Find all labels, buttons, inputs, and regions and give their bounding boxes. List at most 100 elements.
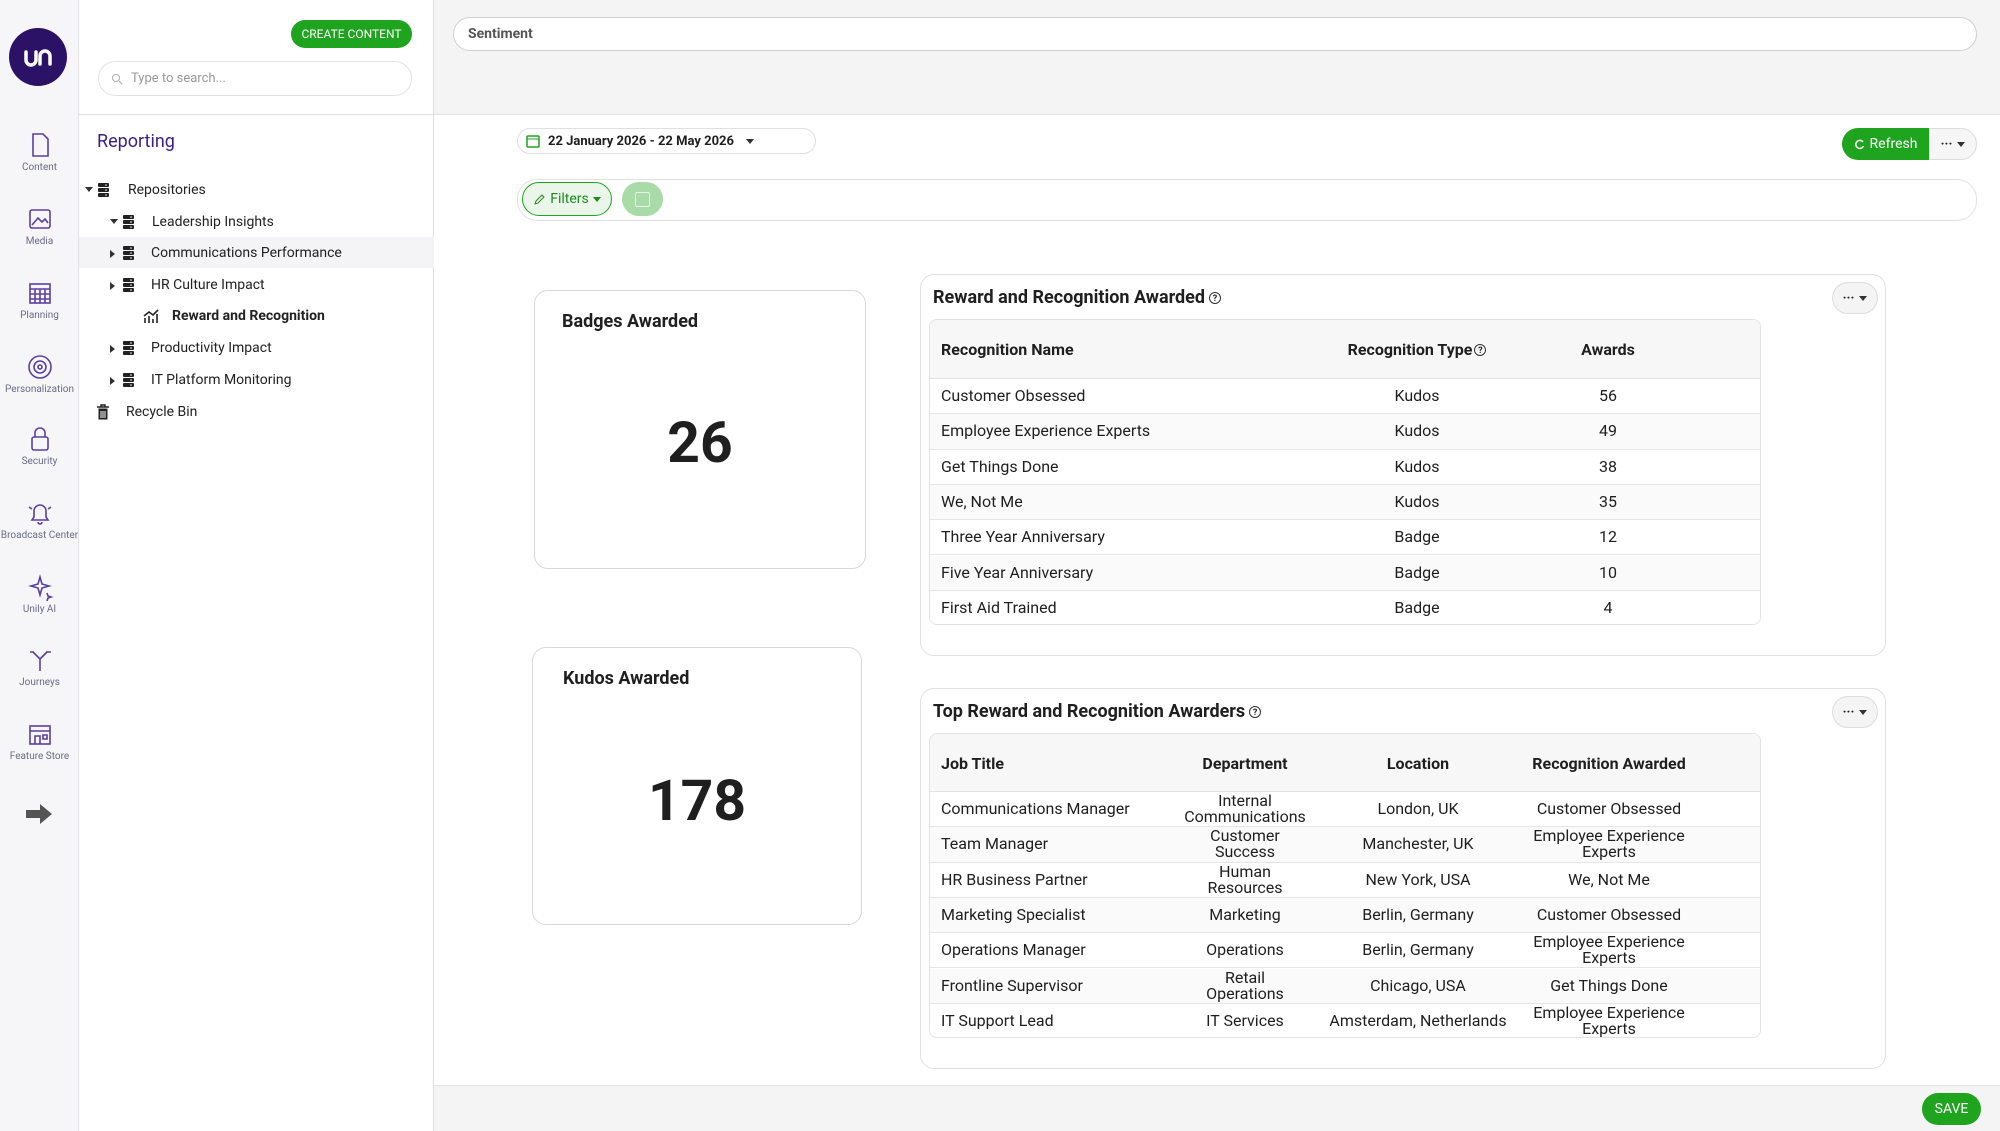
tree-caret[interactable] <box>85 187 93 192</box>
date-picker[interactable]: 22 January 2026 - 22 May 2026 <box>517 128 816 154</box>
save-filter-button[interactable] <box>622 182 663 216</box>
expand-arrow[interactable] <box>24 802 54 826</box>
header-text: Recognition Type <box>1347 340 1473 359</box>
table-menu[interactable]: ··· <box>1832 696 1878 728</box>
tree-label: Repositories <box>128 182 206 198</box>
card-value: 26 <box>667 409 733 476</box>
table-cell: 38 <box>1599 456 1617 476</box>
nav-icon <box>28 725 51 745</box>
save-button[interactable]: SAVE <box>1922 1093 1981 1125</box>
tree-caret[interactable] <box>110 377 115 385</box>
repo-icon <box>123 373 134 387</box>
tree-icon <box>97 182 110 202</box>
nav-item[interactable]: Media <box>0 205 79 247</box>
table-cell: Manchester, UK <box>1362 834 1474 854</box>
nav-label: Unily AI <box>22 604 57 615</box>
panel-title: Reporting <box>97 131 175 152</box>
table-row: Operations Manager Operations Berlin, Germ… <box>930 933 1760 969</box>
table-cell: 4 <box>1603 597 1613 617</box>
pencil-icon <box>534 193 545 205</box>
table-title: Top Reward and Recognition Awarders? <box>933 701 1262 722</box>
table-cell: 10 <box>1599 562 1617 582</box>
nav-icon <box>31 133 49 157</box>
nav-item[interactable]: Security <box>0 425 79 467</box>
tree-item[interactable]: Recycle Bin <box>79 397 434 427</box>
column-header: Recognition Awarded <box>1524 734 1694 792</box>
table-title: Reward and Recognition Awarded? <box>933 287 1222 308</box>
sentiment-search[interactable]: Sentiment <box>453 17 1977 51</box>
tree-label: HR Culture Impact <box>151 277 265 293</box>
nav-icon <box>29 651 51 671</box>
row-highlight <box>79 237 434 268</box>
refresh-button[interactable]: Refresh <box>1842 128 1929 160</box>
tree-caret[interactable] <box>110 282 115 290</box>
card-title: Badges Awarded <box>562 311 699 332</box>
column-header: Location <box>1323 734 1513 792</box>
table-row: HR Business Partner Human Resources New Yo… <box>930 862 1760 898</box>
tree-item[interactable]: Productivity Impact <box>79 333 434 363</box>
nav-item[interactable]: Planning <box>0 279 79 321</box>
table-cell: Marketing Specialist <box>941 905 1086 925</box>
nav-item[interactable]: Content <box>0 131 79 173</box>
nav-item[interactable]: Personalization <box>0 353 79 395</box>
table-header: Job Title Department Location Recognition A… <box>930 734 1760 792</box>
table-row: Three Year Anniversary Badge 12 <box>930 520 1760 556</box>
card-title: Kudos Awarded <box>563 668 690 689</box>
nav-item[interactable]: Unily AI <box>0 573 79 615</box>
table-row: First Aid Trained Badge 4 <box>930 590 1760 625</box>
tree-icon <box>122 372 135 392</box>
panel: CREATE CONTENT Type to search... Reporti… <box>79 0 434 1131</box>
table-cell: IT Services <box>1206 1010 1284 1030</box>
tree-item[interactable]: HR Culture Impact <box>79 270 434 300</box>
tree-caret[interactable] <box>110 345 115 353</box>
table-row: Employee Experience Experts Kudos 49 <box>930 414 1760 450</box>
search-box[interactable]: Type to search... <box>98 61 412 96</box>
create-content-button[interactable]: CREATE CONTENT <box>291 20 412 48</box>
title-text: Top Reward and Recognition Awarders <box>933 701 1246 722</box>
table-cell: Internal Communications <box>1184 791 1306 827</box>
table-menu[interactable]: ··· <box>1832 282 1878 314</box>
tree-icon <box>96 404 110 424</box>
date-range: 22 January 2026 - 22 May 2026 <box>548 133 734 149</box>
tree-caret[interactable] <box>110 250 115 258</box>
table-cell: Customer Success <box>1210 826 1280 862</box>
tree-item[interactable]: Communications Performance <box>79 238 434 268</box>
table-cell: Customer Obsessed <box>941 386 1086 406</box>
tree-label: IT Platform Monitoring <box>151 372 292 388</box>
table-cell: Berlin, Germany <box>1362 905 1474 925</box>
header-text: Recognition Name <box>941 340 1074 359</box>
more-button[interactable]: ··· <box>1929 128 1977 160</box>
footer <box>434 1085 2000 1131</box>
table-cell: Customer Obsessed <box>1536 799 1682 819</box>
table-cell: Kudos <box>1394 456 1440 476</box>
table-cell: We, Not Me <box>941 492 1023 512</box>
tree-caret[interactable] <box>110 219 118 224</box>
nav-label: Planning <box>20 310 59 321</box>
nav-label: Journeys <box>19 677 60 688</box>
table-cell: Communications Manager <box>941 799 1130 819</box>
help-icon[interactable]: ? <box>1474 343 1487 356</box>
table-cell: Operations Manager <box>941 940 1086 960</box>
header-text: Location <box>1386 753 1450 773</box>
table-cell: Kudos <box>1394 492 1440 512</box>
tree-icon <box>122 340 135 360</box>
logo[interactable] <box>9 28 67 86</box>
table-cell: We, Not Me <box>1568 869 1650 889</box>
table-cell: Kudos <box>1394 421 1440 441</box>
table-cell: London, UK <box>1377 799 1459 819</box>
column-header: Job Title <box>941 734 1181 792</box>
nav-item[interactable]: Journeys <box>0 646 79 688</box>
tree-item[interactable]: Repositories <box>79 175 434 205</box>
nav-item[interactable]: Broadcast Center <box>0 499 79 541</box>
tree-label: Productivity Impact <box>151 340 272 356</box>
filters-button[interactable]: Filters <box>522 182 612 216</box>
tree-item[interactable]: Leadership Insights <box>79 207 434 237</box>
nav-label: Feature Store <box>9 751 70 762</box>
table-cell: Employee Experience Experts <box>1533 1002 1685 1038</box>
tree-item[interactable]: Reward and Recognition <box>79 301 434 331</box>
tree-item[interactable]: IT Platform Monitoring <box>79 365 434 395</box>
table-row: Marketing Specialist Marketing Berlin, Ger… <box>930 897 1760 934</box>
table-cell: First Aid Trained <box>941 597 1057 617</box>
nav-item[interactable]: Feature Store <box>0 720 79 762</box>
search-placeholder: Type to search... <box>131 71 226 86</box>
